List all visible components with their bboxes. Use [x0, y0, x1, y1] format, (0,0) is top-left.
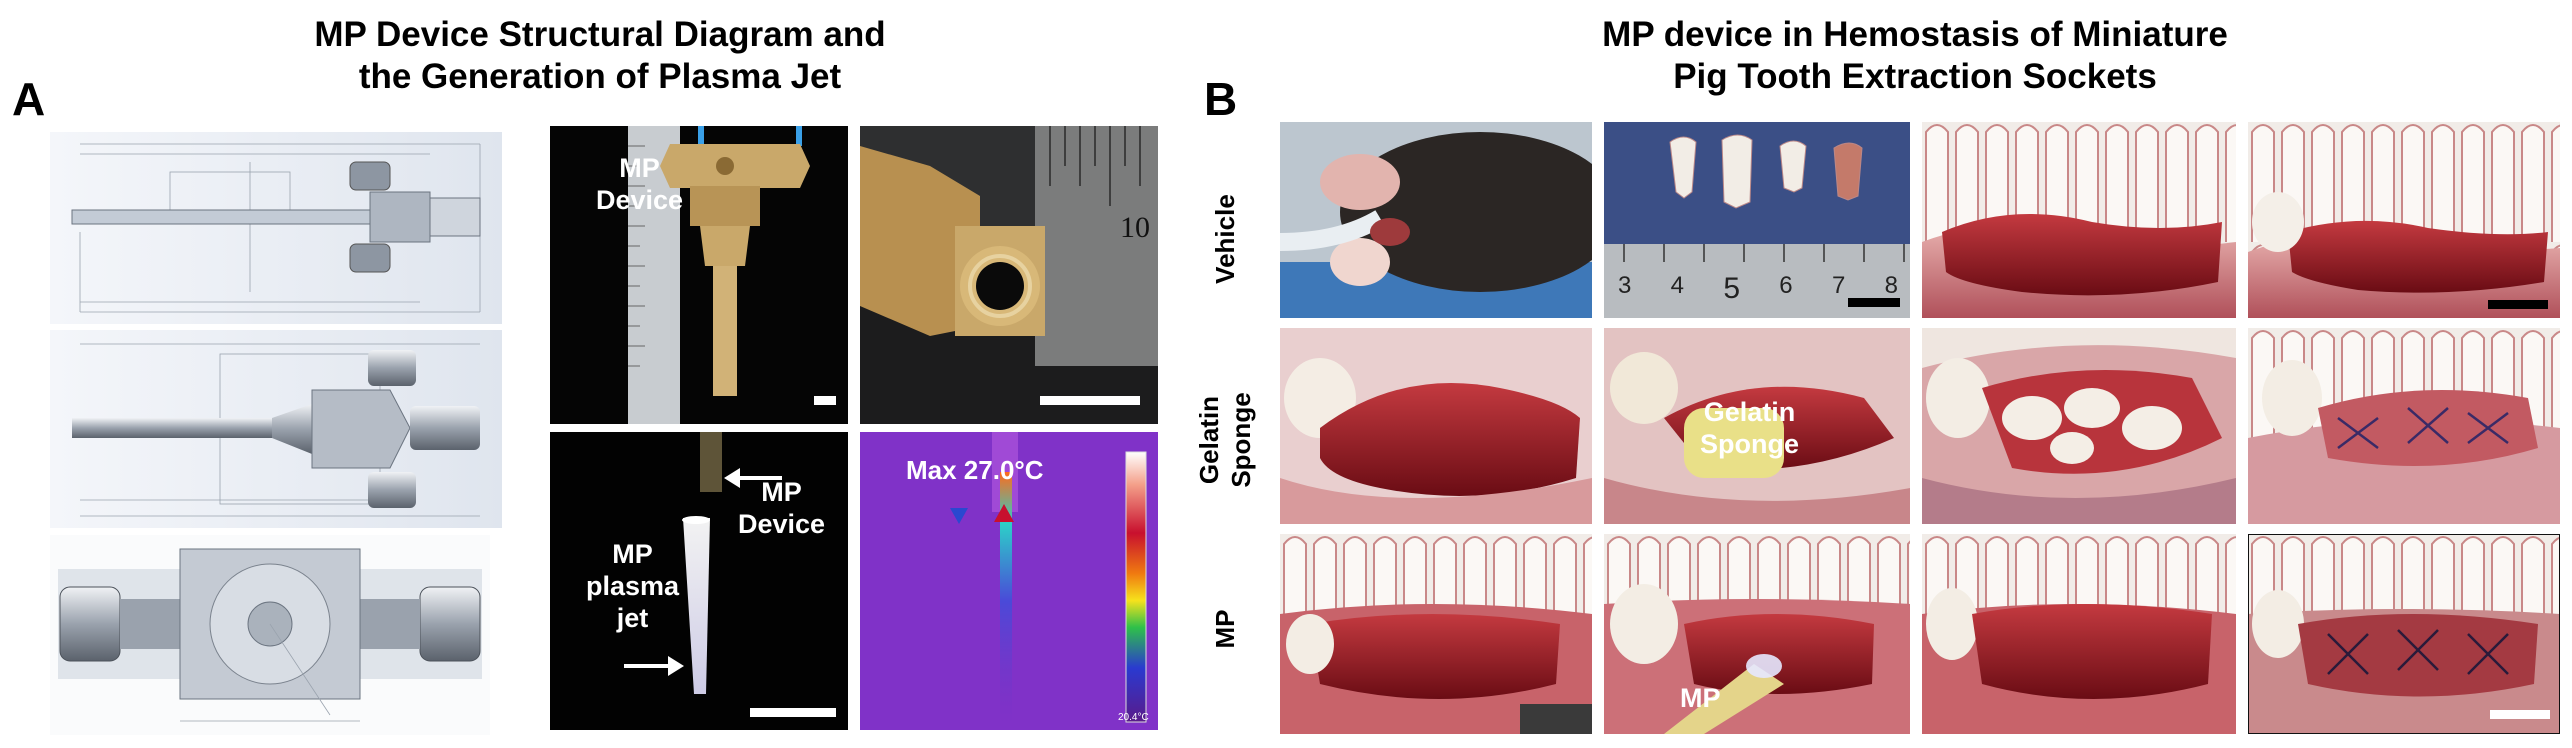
label-mp-device-photo: MP Device: [596, 153, 684, 215]
label-mp-device-jet: MP Device: [738, 477, 826, 539]
photo-mp-device: MP Device: [550, 126, 848, 424]
photo-vehicle-teeth: 3 4 5 6 7 8: [1604, 122, 1910, 318]
photo-vehicle-pig: [1280, 122, 1592, 318]
ruler-numbers: 3 4 5 6 7 8: [1618, 272, 1898, 305]
scale-bar: [750, 708, 836, 717]
label-max-temp: Max 27.0°C: [906, 455, 1044, 485]
scale-bar: [1848, 298, 1900, 307]
photo-vehicle-socket-1: [1922, 122, 2236, 318]
thermal-image: Max 27.0°C 20.4°C: [860, 432, 1158, 730]
row-label-gelatin-sponge: Gelatin Sponge: [1194, 392, 1256, 488]
photo-gelatin-socket-3: [1922, 328, 2236, 524]
photo-nozzle-closeup: 10: [860, 126, 1158, 424]
cad-front-view: [50, 535, 490, 735]
row-label-vehicle: Vehicle: [1210, 194, 1240, 284]
cad-side-view: [50, 330, 502, 528]
photo-mp-socket-2: MP: [1604, 534, 1910, 734]
row-label-mp: MP: [1210, 609, 1240, 649]
photo-gelatin-socket-1: [1280, 328, 1592, 524]
photo-gelatin-socket-4: [2248, 328, 2560, 524]
cad-top-view: [50, 132, 502, 324]
scale-bar: [2490, 710, 2550, 719]
photo-gelatin-socket-2: Gelatin Sponge: [1604, 328, 1910, 524]
photo-vehicle-socket-2: [2248, 122, 2560, 318]
scale-bar: [1040, 396, 1140, 405]
label-mp-plasma-jet: MP plasma jet: [586, 539, 680, 633]
panel-b-title: MP device in Hemostasis of Miniature Pig…: [1602, 15, 2228, 96]
arrow-device: [724, 468, 782, 488]
panel-a-title: MP Device Structural Diagram and the Gen…: [314, 15, 886, 96]
arrow-jet: [624, 656, 684, 676]
panel-b-letter: B: [1204, 73, 1238, 125]
photo-plasma-jet: MP Device MP plasma jet: [550, 432, 848, 730]
scale-bar: [814, 396, 836, 405]
photo-mp-socket-1: [1280, 534, 1592, 734]
scale-bar: [2488, 300, 2548, 309]
label-gelatin-sponge: Gelatin Sponge: [1700, 397, 1799, 459]
photo-mp-socket-3: [1922, 534, 2236, 734]
label-mp-tip: MP: [1680, 683, 1721, 713]
label-colorbar-min: 20.4°C: [1118, 712, 1149, 723]
panel-a-letter: A: [12, 73, 46, 125]
ruler-number: 10: [1120, 211, 1150, 244]
photo-mp-socket-4: [2248, 534, 2560, 734]
